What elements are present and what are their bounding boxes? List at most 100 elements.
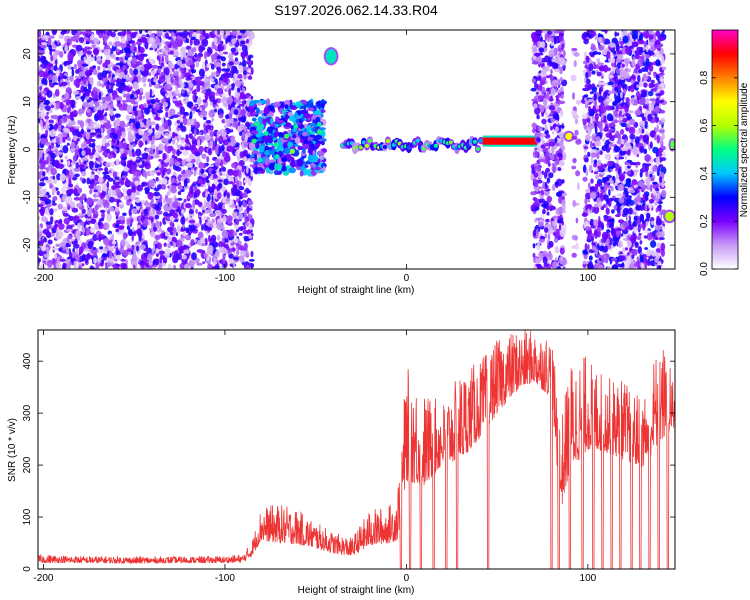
heatmap-speckle [232,259,236,268]
heatmap-speckle [129,93,135,99]
heatmap-speckle [64,155,69,160]
heatmap-speckle [173,50,180,57]
heatmap-speckle [101,192,106,197]
heatmap-speckle [59,242,66,247]
heatmap-speckle [116,255,121,261]
heatmap-speckle [138,46,145,54]
heatmap-speckle [204,146,207,153]
heatmap-speckle [108,196,115,203]
heatmap-speckle [134,98,141,103]
heatmap-speckle [232,170,239,178]
heatmap-speckle [81,171,87,177]
heatmap-speckle [541,118,547,125]
heatmap-speckle [230,242,235,246]
heatmap-speckle [536,114,540,120]
heatmap-speckle [62,206,68,212]
heatmap-speckle [218,241,224,248]
heatmap-speckle [175,197,178,205]
heatmap-speckle [90,132,97,136]
heatmap-speckle [154,187,160,192]
heatmap-speckle [83,160,87,165]
heatmap-speckle [176,120,181,124]
heatmap-speckle [546,30,553,35]
heatmap-speckle [145,91,150,98]
heatmap-speckle [130,115,135,119]
heatmap-speckle [47,155,51,162]
heatmap-speckle [184,146,190,151]
heatmap-cluster-blob [293,112,299,119]
heatmap-speckle [164,132,169,136]
heatmap-speckle [242,132,246,140]
heatmap-speckle [167,226,174,233]
heatmap-speckle [248,60,253,66]
heatmap-speckle [235,229,239,233]
heatmap-speckle [87,112,92,116]
heatmap-cluster-blob [306,107,315,112]
heatmap-speckle [217,87,223,95]
heatmap-speckle [202,216,208,221]
heatmap-speckle [195,168,199,176]
heatmap-speckle [75,162,79,169]
heatmap-speckle [143,208,149,216]
heatmap-speckle [78,264,82,269]
heatmap-speckle [69,251,73,260]
heatmap-speckle [162,170,166,176]
heatmap-speckle [151,69,156,76]
heatmap-speckle [39,82,42,87]
heatmap-band-core [475,147,481,151]
heatmap-speckle [203,130,207,135]
heatmap-speckle [174,89,180,95]
heatmap-speckle [213,258,218,262]
heatmap-speckle [89,189,93,195]
heatmap-speckle [559,247,565,255]
heatmap-speckle [108,73,112,78]
heatmap-speckle [38,235,41,240]
heatmap-speckle [231,38,237,44]
heatmap-speckle [64,45,69,52]
heatmap-speckle [73,260,77,268]
heatmap-speckle [144,107,150,115]
heatmap-speckle [124,56,128,61]
heatmap-speckle [237,213,244,220]
heatmap-speckle [206,156,210,163]
heatmap-speckle [183,98,187,102]
heatmap-speckle [120,262,127,269]
heatmap-cluster-core [284,133,289,139]
heatmap-speckle [233,184,237,191]
heatmap-speckle [154,220,160,229]
heatmap-cluster-blob [317,110,322,116]
heatmap-speckle [182,231,186,237]
heatmap-speckle [47,37,52,47]
heatmap-speckle [192,59,196,63]
heatmap-speckle [122,212,127,216]
heatmap-speckle [185,227,190,234]
heatmap-speckle [96,134,102,138]
heatmap-speckle [180,137,185,141]
heatmap-speckle [556,79,560,85]
heatmap-speckle [234,224,238,230]
heatmap-speckle [101,125,106,128]
heatmap-speckle [184,169,192,178]
heatmap-speckle [149,88,153,97]
heatmap-speckle [111,190,117,197]
heatmap-speckle [167,60,173,69]
heatmap-speckle [174,180,178,184]
heatmap-speckle [545,114,549,119]
heatmap-speckle [136,245,140,252]
heatmap-speckle [85,258,88,264]
heatmap-speckle [96,147,101,152]
heatmap-speckle [126,200,131,206]
heatmap-speckle [78,164,85,169]
heatmap-speckle [181,209,185,215]
heatmap-speckle [62,262,66,269]
heatmap-speckle [549,205,553,212]
heatmap-speckle [112,94,119,98]
heatmap-speckle [220,247,227,255]
heatmap-speckle [211,117,215,122]
heatmap-speckle [221,195,227,203]
heatmap-line-core [482,137,538,145]
heatmap-band-core [382,145,388,149]
heatmap-speckle [101,102,108,110]
heatmap-speckle [168,145,174,152]
heatmap-speckle [102,256,107,261]
